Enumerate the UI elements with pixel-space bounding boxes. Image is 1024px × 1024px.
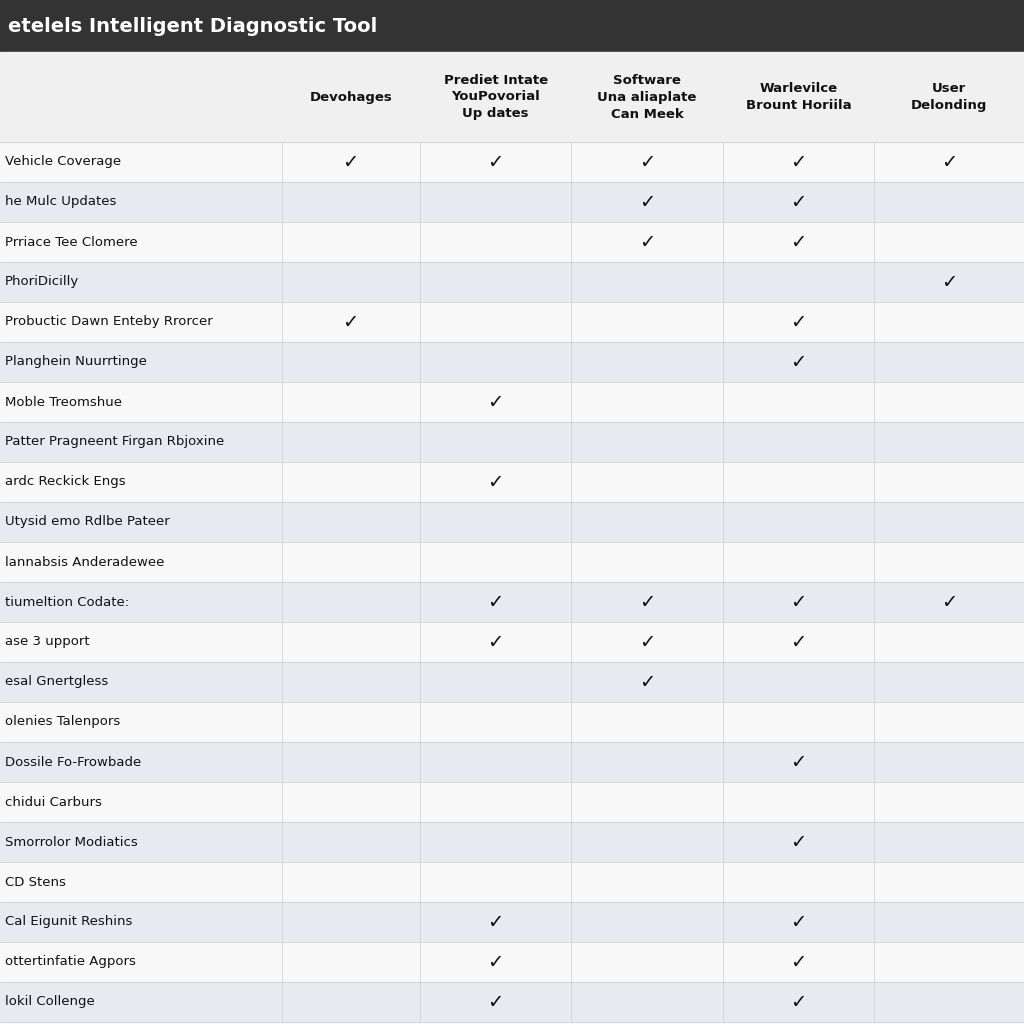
Bar [0, 422, 1024, 462]
Bar [0, 942, 1024, 982]
Text: ✓: ✓ [487, 912, 504, 932]
Bar [0, 582, 1024, 622]
Bar [0, 52, 1024, 142]
Bar [0, 822, 1024, 862]
Text: Cal Eigunit Reshins: Cal Eigunit Reshins [5, 915, 132, 929]
Text: ✓: ✓ [487, 992, 504, 1012]
Text: ✓: ✓ [791, 992, 807, 1012]
Text: ✓: ✓ [487, 472, 504, 492]
Text: ✓: ✓ [639, 593, 655, 611]
Text: ✓: ✓ [487, 633, 504, 651]
Text: Utysid emo Rdlbe Pateer: Utysid emo Rdlbe Pateer [5, 515, 170, 528]
Text: Dossile Fo-Frowbade: Dossile Fo-Frowbade [5, 756, 141, 768]
Text: lokil Collenge: lokil Collenge [5, 995, 95, 1009]
Text: CD Stens: CD Stens [5, 876, 66, 889]
Text: ase 3 upport: ase 3 upport [5, 636, 90, 648]
Bar [0, 262, 1024, 302]
Text: Prediet Intate
YouPovorial
Up dates: Prediet Intate YouPovorial Up dates [443, 74, 548, 121]
Text: ✓: ✓ [639, 193, 655, 212]
Bar [0, 382, 1024, 422]
Text: ✓: ✓ [791, 312, 807, 332]
Text: ✓: ✓ [791, 593, 807, 611]
Text: esal Gnertgless: esal Gnertgless [5, 676, 109, 688]
Text: User
Delonding: User Delonding [911, 82, 987, 112]
Text: ✓: ✓ [791, 153, 807, 171]
Text: ✓: ✓ [791, 753, 807, 771]
Text: ✓: ✓ [487, 952, 504, 972]
Text: Probuctic Dawn Enteby Rrorcer: Probuctic Dawn Enteby Rrorcer [5, 315, 213, 329]
Text: ardc Reckick Engs: ardc Reckick Engs [5, 475, 126, 488]
Text: ✓: ✓ [487, 593, 504, 611]
Bar [0, 542, 1024, 582]
Text: ✓: ✓ [639, 673, 655, 691]
Text: ✓: ✓ [639, 232, 655, 252]
Bar [0, 622, 1024, 662]
Text: ottertinfatie Agpors: ottertinfatie Agpors [5, 955, 136, 969]
Bar [0, 502, 1024, 542]
Text: Planghein Nuurrtinge: Planghein Nuurrtinge [5, 355, 146, 369]
Text: ✓: ✓ [639, 633, 655, 651]
Bar [0, 462, 1024, 502]
Text: ✓: ✓ [639, 153, 655, 171]
Text: ✓: ✓ [791, 833, 807, 852]
Bar [0, 862, 1024, 902]
Text: Devohages: Devohages [309, 90, 392, 103]
Text: ✓: ✓ [941, 272, 957, 292]
Text: ✓: ✓ [941, 593, 957, 611]
Text: ✓: ✓ [791, 633, 807, 651]
Bar [0, 342, 1024, 382]
Text: ✓: ✓ [343, 312, 358, 332]
Text: ✓: ✓ [791, 912, 807, 932]
Text: he Mulc Updates: he Mulc Updates [5, 196, 117, 209]
Text: Moble Treomshue: Moble Treomshue [5, 395, 122, 409]
Text: Smorrolor Modiatics: Smorrolor Modiatics [5, 836, 138, 849]
Text: Warlevilce
Brount Horiila: Warlevilce Brount Horiila [745, 82, 852, 112]
Text: ✓: ✓ [343, 153, 358, 171]
Text: tiumeltion Codate:: tiumeltion Codate: [5, 596, 129, 608]
Bar [0, 302, 1024, 342]
Text: Patter Pragneent Firgan Rbjoxine: Patter Pragneent Firgan Rbjoxine [5, 435, 224, 449]
Bar [0, 662, 1024, 702]
Text: ✓: ✓ [941, 153, 957, 171]
Text: ✓: ✓ [791, 193, 807, 212]
Text: ✓: ✓ [487, 153, 504, 171]
Text: Vehicle Coverage: Vehicle Coverage [5, 156, 121, 169]
Bar [0, 902, 1024, 942]
Bar [0, 782, 1024, 822]
Text: ✓: ✓ [791, 232, 807, 252]
Text: Software
Una aliaplate
Can Meek: Software Una aliaplate Can Meek [597, 74, 697, 121]
Text: etelels Intelligent Diagnostic Tool: etelels Intelligent Diagnostic Tool [8, 16, 377, 36]
Text: ✓: ✓ [487, 392, 504, 412]
Text: chidui Carburs: chidui Carburs [5, 796, 101, 809]
Text: PhoriDicilly: PhoriDicilly [5, 275, 79, 289]
Text: ✓: ✓ [791, 952, 807, 972]
Bar [0, 702, 1024, 742]
Bar [0, 182, 1024, 222]
Text: ✓: ✓ [791, 352, 807, 372]
Bar [0, 222, 1024, 262]
Text: olenies Talenpors: olenies Talenpors [5, 716, 120, 728]
Bar [0, 142, 1024, 182]
Bar [0, 742, 1024, 782]
Bar [0, 982, 1024, 1022]
Text: Prriace Tee Clomere: Prriace Tee Clomere [5, 236, 137, 249]
Text: lannabsis Anderadewee: lannabsis Anderadewee [5, 555, 165, 568]
Bar [0, 0, 1024, 52]
